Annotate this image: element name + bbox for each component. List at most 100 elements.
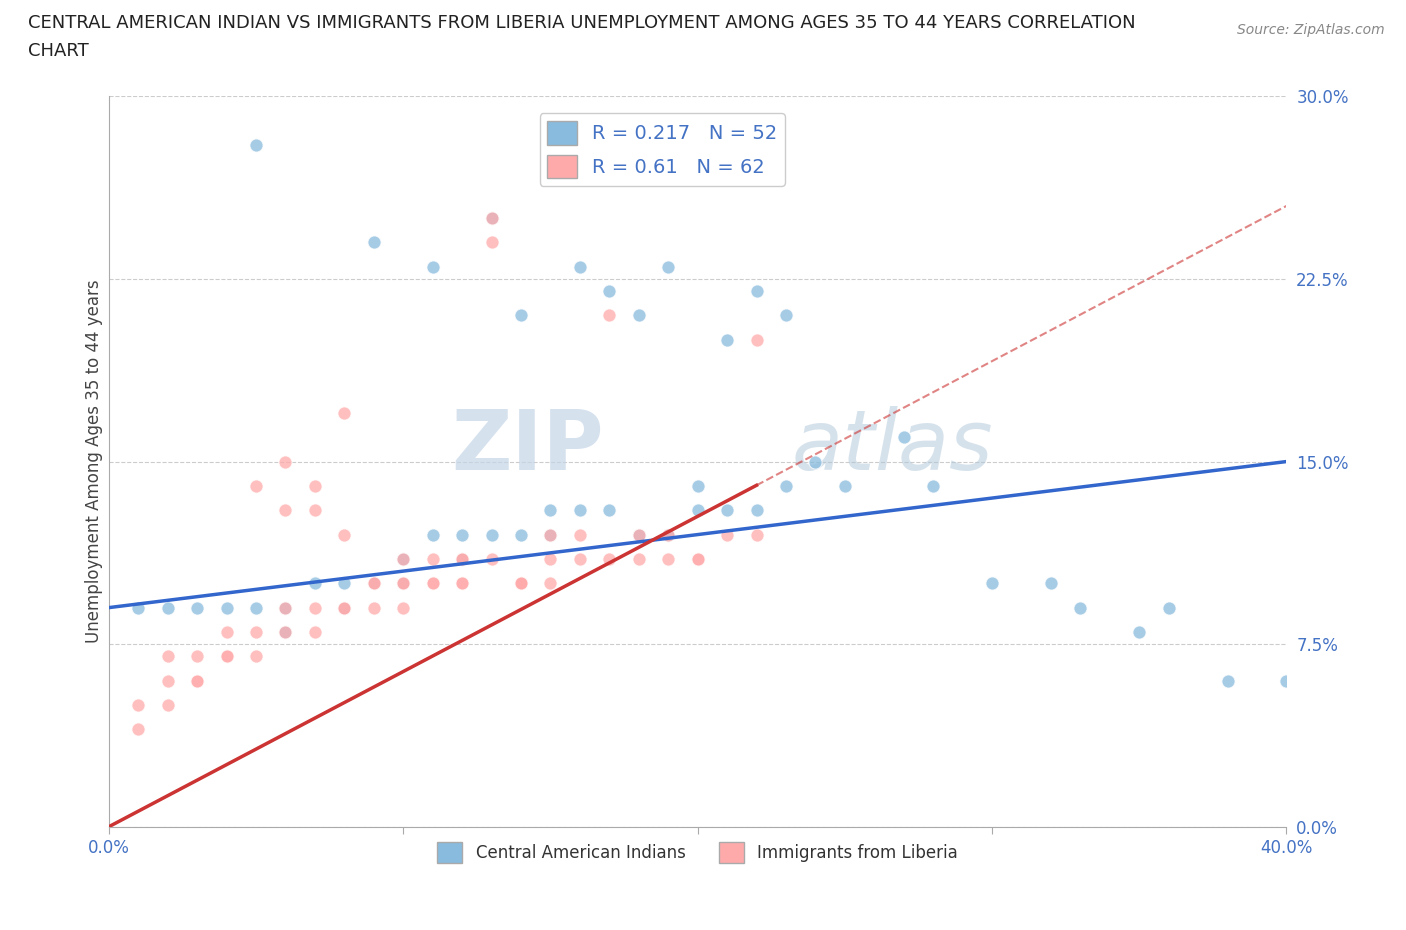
- Point: [215, 600, 238, 615]
- Point: [481, 527, 503, 542]
- Point: [568, 551, 591, 566]
- Point: [392, 551, 415, 566]
- Point: [333, 405, 356, 420]
- Point: [186, 649, 208, 664]
- Point: [510, 308, 533, 323]
- Point: [627, 527, 650, 542]
- Point: [1039, 576, 1062, 591]
- Point: [333, 600, 356, 615]
- Point: [451, 551, 474, 566]
- Point: [627, 527, 650, 542]
- Point: [775, 308, 797, 323]
- Point: [834, 478, 856, 493]
- Point: [598, 551, 620, 566]
- Point: [333, 576, 356, 591]
- Text: CHART: CHART: [28, 42, 89, 60]
- Point: [745, 527, 768, 542]
- Point: [540, 527, 562, 542]
- Point: [127, 600, 149, 615]
- Point: [540, 503, 562, 518]
- Point: [686, 551, 709, 566]
- Point: [627, 551, 650, 566]
- Point: [156, 600, 179, 615]
- Point: [156, 673, 179, 688]
- Y-axis label: Unemployment Among Ages 35 to 44 years: Unemployment Among Ages 35 to 44 years: [86, 280, 103, 644]
- Point: [1157, 600, 1180, 615]
- Point: [568, 503, 591, 518]
- Point: [657, 551, 679, 566]
- Point: [333, 600, 356, 615]
- Point: [215, 625, 238, 640]
- Point: [598, 503, 620, 518]
- Point: [481, 211, 503, 226]
- Point: [1275, 673, 1298, 688]
- Point: [451, 551, 474, 566]
- Point: [304, 576, 326, 591]
- Point: [422, 576, 444, 591]
- Point: [156, 649, 179, 664]
- Point: [481, 235, 503, 250]
- Point: [274, 600, 297, 615]
- Text: CENTRAL AMERICAN INDIAN VS IMMIGRANTS FROM LIBERIA UNEMPLOYMENT AMONG AGES 35 TO: CENTRAL AMERICAN INDIAN VS IMMIGRANTS FR…: [28, 14, 1136, 32]
- Point: [422, 551, 444, 566]
- Point: [363, 600, 385, 615]
- Point: [304, 478, 326, 493]
- Legend: Central American Indians, Immigrants from Liberia: Central American Indians, Immigrants fro…: [430, 836, 965, 870]
- Point: [627, 308, 650, 323]
- Point: [745, 332, 768, 347]
- Point: [215, 649, 238, 664]
- Point: [657, 259, 679, 274]
- Point: [451, 576, 474, 591]
- Point: [481, 551, 503, 566]
- Point: [1128, 625, 1150, 640]
- Point: [686, 551, 709, 566]
- Point: [245, 600, 267, 615]
- Point: [686, 503, 709, 518]
- Point: [274, 454, 297, 469]
- Point: [127, 722, 149, 737]
- Point: [510, 576, 533, 591]
- Point: [186, 673, 208, 688]
- Point: [481, 211, 503, 226]
- Point: [775, 478, 797, 493]
- Point: [598, 308, 620, 323]
- Point: [804, 454, 827, 469]
- Point: [422, 576, 444, 591]
- Point: [245, 478, 267, 493]
- Point: [657, 527, 679, 542]
- Text: ZIP: ZIP: [451, 406, 603, 487]
- Point: [893, 430, 915, 445]
- Text: Source: ZipAtlas.com: Source: ZipAtlas.com: [1237, 23, 1385, 37]
- Point: [156, 698, 179, 712]
- Point: [716, 527, 738, 542]
- Point: [716, 503, 738, 518]
- Point: [1069, 600, 1091, 615]
- Point: [598, 284, 620, 299]
- Point: [451, 527, 474, 542]
- Point: [422, 259, 444, 274]
- Point: [363, 576, 385, 591]
- Point: [304, 625, 326, 640]
- Point: [215, 649, 238, 664]
- Point: [510, 527, 533, 542]
- Point: [686, 478, 709, 493]
- Point: [540, 551, 562, 566]
- Point: [981, 576, 1004, 591]
- Point: [540, 527, 562, 542]
- Point: [186, 600, 208, 615]
- Point: [245, 625, 267, 640]
- Point: [245, 649, 267, 664]
- Point: [568, 259, 591, 274]
- Point: [127, 698, 149, 712]
- Point: [333, 527, 356, 542]
- Point: [363, 576, 385, 591]
- Point: [392, 600, 415, 615]
- Point: [274, 503, 297, 518]
- Point: [274, 600, 297, 615]
- Point: [568, 527, 591, 542]
- Point: [657, 527, 679, 542]
- Point: [304, 600, 326, 615]
- Text: atlas: atlas: [792, 406, 994, 487]
- Point: [245, 138, 267, 153]
- Point: [274, 625, 297, 640]
